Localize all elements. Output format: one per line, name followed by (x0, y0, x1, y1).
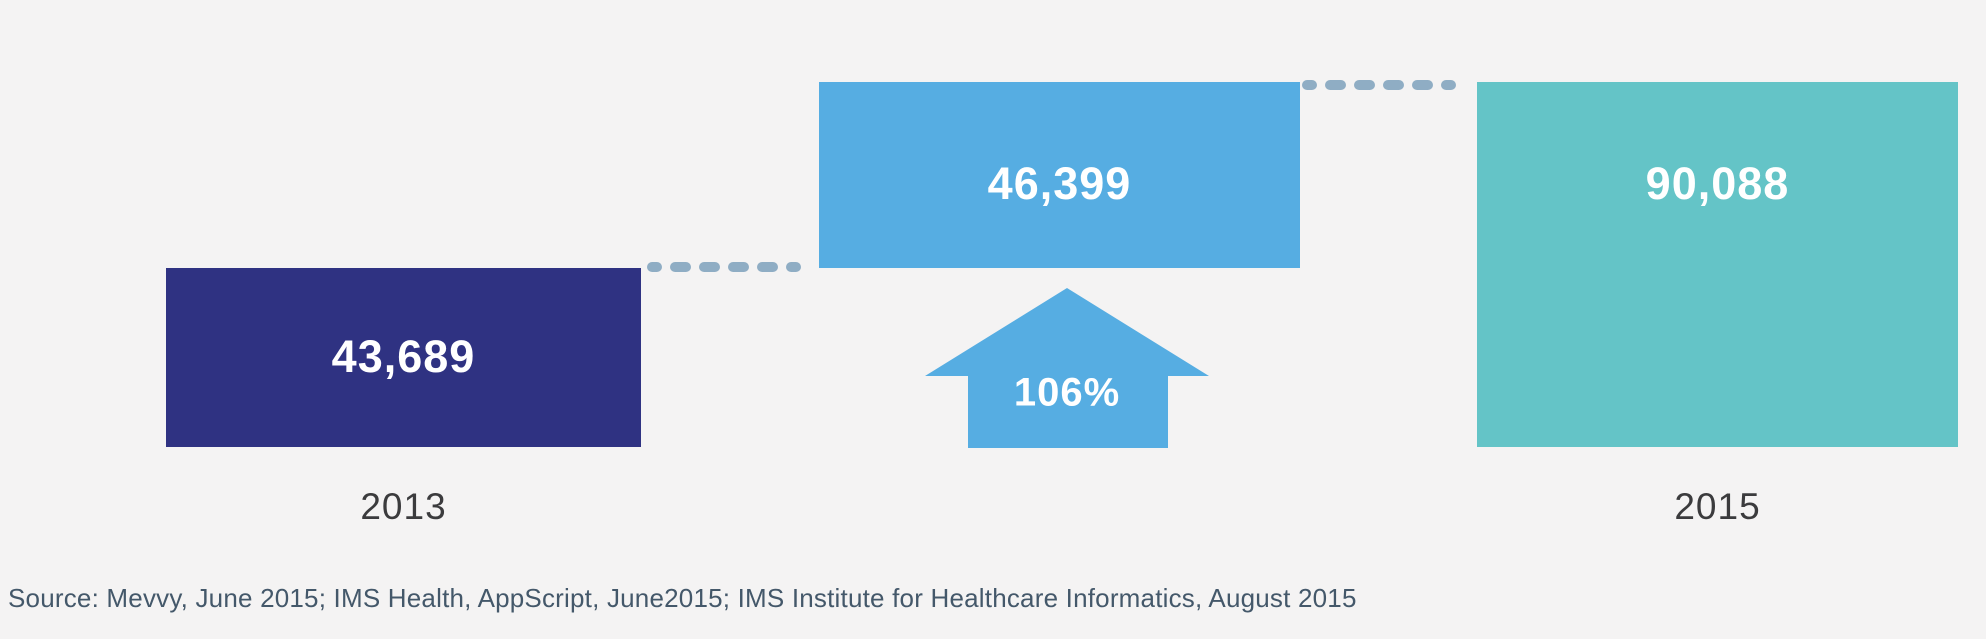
growth-percentage: 106% (1013, 370, 1121, 415)
dash-icon (1383, 80, 1404, 90)
dash-icon (699, 262, 720, 272)
axis-label-2015: 2015 (1674, 486, 1761, 527)
bar-2014-value: 46,399 (987, 158, 1132, 209)
dash-icon (670, 262, 691, 272)
dash-icon (1325, 80, 1346, 90)
dash-icon (728, 262, 749, 272)
up-arrow-icon (925, 288, 1209, 448)
dash-icon (647, 262, 662, 272)
connector-dashes-2014-2015 (1302, 80, 1456, 90)
growth-arrow: 106% (925, 288, 1209, 448)
dash-icon (1412, 80, 1433, 90)
bar-2015-value: 90,088 (1645, 158, 1790, 209)
bar-2013-value: 43,689 (331, 331, 476, 382)
bar-2015: 90,088 (1477, 82, 1958, 447)
axis-label-2013: 2013 (360, 486, 447, 527)
dash-icon (1302, 80, 1317, 90)
bar-2013: 43,689 (166, 268, 641, 447)
dash-icon (757, 262, 778, 272)
dash-icon (1441, 80, 1456, 90)
connector-dashes-2013-2014 (647, 262, 801, 272)
dash-icon (786, 262, 801, 272)
source-citation: Source: Mevvy, June 2015; IMS Health, Ap… (8, 583, 1357, 613)
bar-2014: 46,399 (819, 82, 1300, 268)
dash-icon (1354, 80, 1375, 90)
